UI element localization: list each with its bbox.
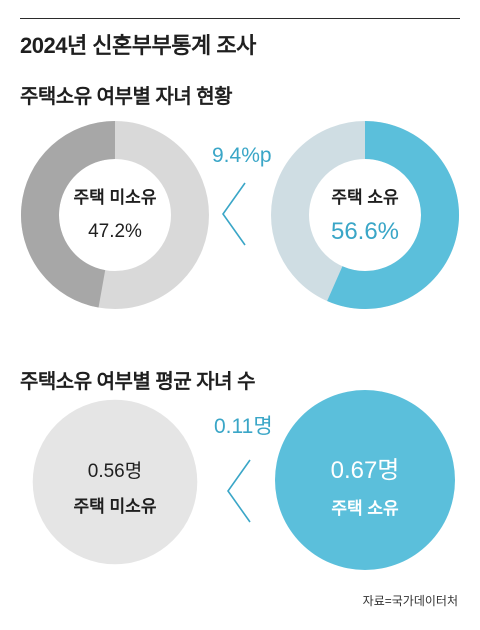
page-title: 2024년 신혼부부통계 조사: [20, 33, 256, 58]
donut-owner-label: 주택 소유: [331, 188, 399, 207]
donut-nonowner-arc: [21, 121, 116, 308]
circle-nonowner-value: 0.56명: [88, 460, 142, 482]
diff-chevron-2: [227, 459, 251, 523]
donut-nonowner-value: 47.2%: [88, 221, 142, 242]
diff-chevron-1: [222, 182, 246, 246]
diff-label-1: 9.4%p: [212, 144, 272, 167]
donut-owner-value: 56.6%: [331, 218, 399, 245]
source-note: 자료=국가데이터처: [362, 594, 458, 608]
circle-nonowner: [32, 399, 198, 565]
diff-label-2: 0.11명: [214, 415, 273, 438]
circle-owner-label: 주택 소유: [331, 499, 399, 518]
top-rule: [20, 18, 460, 19]
circle-owner-value: 0.67명: [331, 457, 400, 484]
circle-owner: [275, 390, 455, 570]
section-title-avg-children: 주택소유 여부별 평균 자녀 수: [20, 371, 256, 393]
donut-owner-arc: [327, 121, 459, 309]
donut-nonowner-label: 주택 미소유: [74, 188, 157, 207]
circle-nonowner-label: 주택 미소유: [74, 497, 157, 516]
section-title-children-status: 주택소유 여부별 자녀 현황: [20, 86, 233, 108]
